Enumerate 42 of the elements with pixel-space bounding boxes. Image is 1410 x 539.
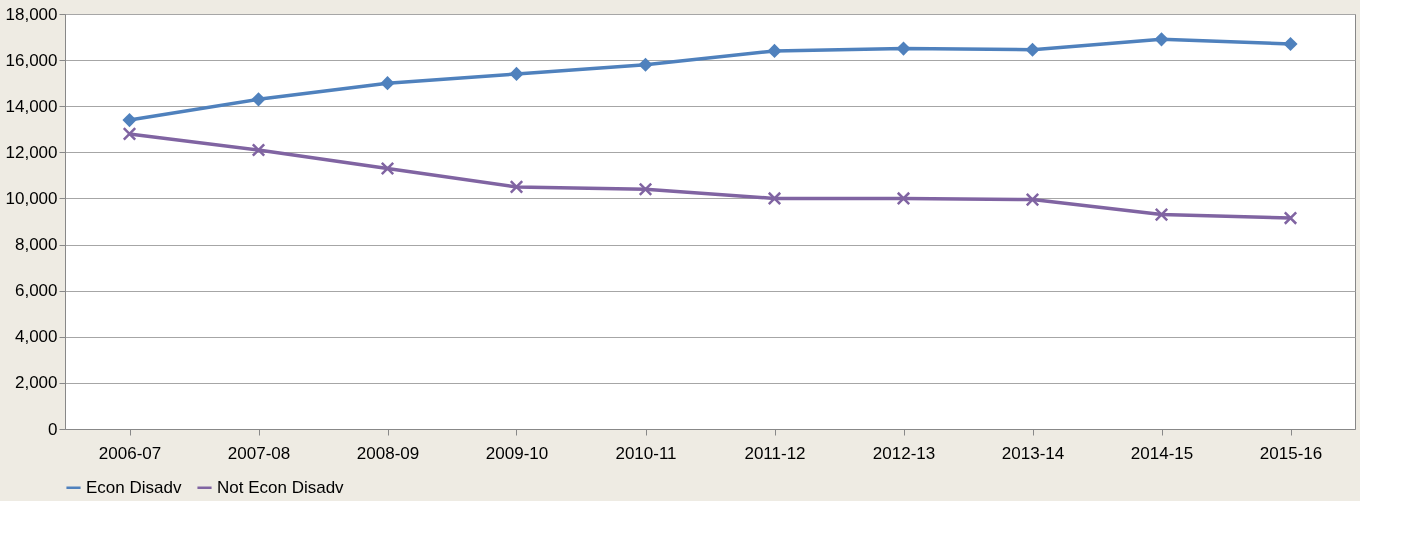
- point: [1154, 207, 1169, 222]
- point: [1283, 211, 1298, 225]
- point: [638, 182, 653, 197]
- point: [1025, 192, 1040, 207]
- point: [509, 66, 524, 82]
- point: [251, 143, 266, 157]
- point: [251, 92, 266, 107]
- x-tick-label: 2013-14: [1001, 443, 1065, 463]
- y-tick-label: 0: [48, 419, 58, 439]
- y-tick-label: 14,000: [5, 96, 58, 116]
- legend-label: Econ Disadv: [86, 477, 182, 497]
- legend-label: Not Econ Disadv: [217, 477, 345, 497]
- point: [767, 191, 782, 206]
- x-tick-label: 2009-10: [485, 443, 549, 463]
- x-tick-label: 2012-13: [872, 443, 936, 463]
- point: [122, 112, 137, 128]
- point: [896, 191, 911, 206]
- point: [122, 126, 137, 141]
- x-tick-label: 2010-11: [615, 443, 677, 463]
- x-tick-label: 2011-12: [744, 443, 806, 463]
- y-tick-label: 8,000: [14, 235, 58, 255]
- x-tick-label: 2006-07: [98, 443, 162, 463]
- x-tick-label: 2008-09: [356, 443, 420, 463]
- y-tick-label: 10,000: [5, 188, 58, 208]
- y-tick-label: 18,000: [5, 4, 58, 24]
- y-tick-label: 2,000: [14, 373, 58, 393]
- y-tick-label: 12,000: [5, 142, 58, 162]
- point: [896, 41, 911, 56]
- x-tick-label: 2015-16: [1259, 443, 1323, 463]
- point: [509, 179, 524, 194]
- y-tick-label: 16,000: [5, 50, 58, 70]
- point: [380, 76, 395, 91]
- x-tick-label: 2014-15: [1130, 443, 1194, 463]
- y-tick-label: 6,000: [14, 281, 58, 301]
- x-tick-label: 2007-08: [227, 443, 291, 463]
- point: [638, 57, 653, 72]
- point: [1025, 42, 1040, 57]
- point: [380, 161, 395, 176]
- point: [1283, 36, 1298, 52]
- point: [1154, 32, 1169, 47]
- point: [767, 43, 782, 58]
- y-tick-label: 4,000: [14, 327, 58, 347]
